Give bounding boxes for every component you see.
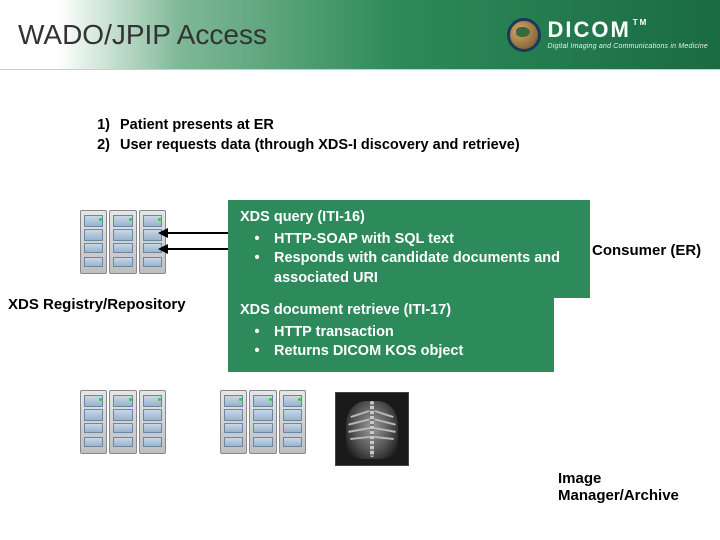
server-rack-icon — [220, 390, 306, 454]
bullet-text: HTTP-SOAP with SQL text — [274, 230, 578, 250]
bullet-item: • HTTP transaction — [240, 323, 542, 343]
dicom-logo: DICOM TM Digital Imaging and Communicati… — [507, 18, 708, 52]
registry-label: XDS Registry/Repository — [8, 296, 186, 313]
box-header: XDS query (ITI-16) — [240, 208, 578, 228]
globe-icon — [507, 18, 541, 52]
step-number: 1) — [88, 116, 110, 136]
bullet-text: Responds with candidate documents and as… — [274, 249, 578, 288]
image-manager-label: Image Manager/Archive — [558, 470, 720, 504]
step-item: 2) User requests data (through XDS-I dis… — [88, 136, 520, 156]
step-number: 2) — [88, 136, 110, 156]
bullet-dot: • — [240, 323, 274, 343]
bullet-text: Returns DICOM KOS object — [274, 342, 542, 362]
box-header: XDS document retrieve (ITI-17) — [240, 301, 542, 321]
xds-retrieve-box: XDS document retrieve (ITI-17) • HTTP tr… — [228, 293, 554, 372]
bullet-text: HTTP transaction — [274, 323, 542, 343]
step-item: 1) Patient presents at ER — [88, 116, 520, 136]
steps-list: 1) Patient presents at ER 2) User reques… — [88, 116, 520, 155]
xray-thumbnail-icon — [335, 392, 409, 466]
bullet-item: • HTTP-SOAP with SQL text — [240, 230, 578, 250]
step-text: User requests data (through XDS-I discov… — [120, 136, 520, 156]
consumer-label: Consumer (ER) — [592, 242, 701, 259]
arrow-icon — [168, 232, 228, 234]
arrow-icon — [168, 248, 228, 250]
server-rack-icon — [80, 390, 166, 454]
title-bar: WADO/JPIP Access DICOM TM Digital Imagin… — [0, 0, 720, 70]
xds-query-box: XDS query (ITI-16) • HTTP-SOAP with SQL … — [228, 200, 590, 298]
bullet-dot: • — [240, 342, 274, 362]
bullet-item: • Responds with candidate documents and … — [240, 249, 578, 288]
step-text: Patient presents at ER — [120, 116, 274, 136]
bullet-dot: • — [240, 230, 274, 250]
logo-word: DICOM — [547, 19, 630, 41]
page-title: WADO/JPIP Access — [18, 19, 267, 51]
server-rack-icon — [80, 210, 166, 274]
logo-tm: TM — [633, 19, 649, 27]
bullet-item: • Returns DICOM KOS object — [240, 342, 542, 362]
bullet-dot: • — [240, 249, 274, 288]
logo-subtitle: Digital Imaging and Communications in Me… — [547, 43, 708, 50]
